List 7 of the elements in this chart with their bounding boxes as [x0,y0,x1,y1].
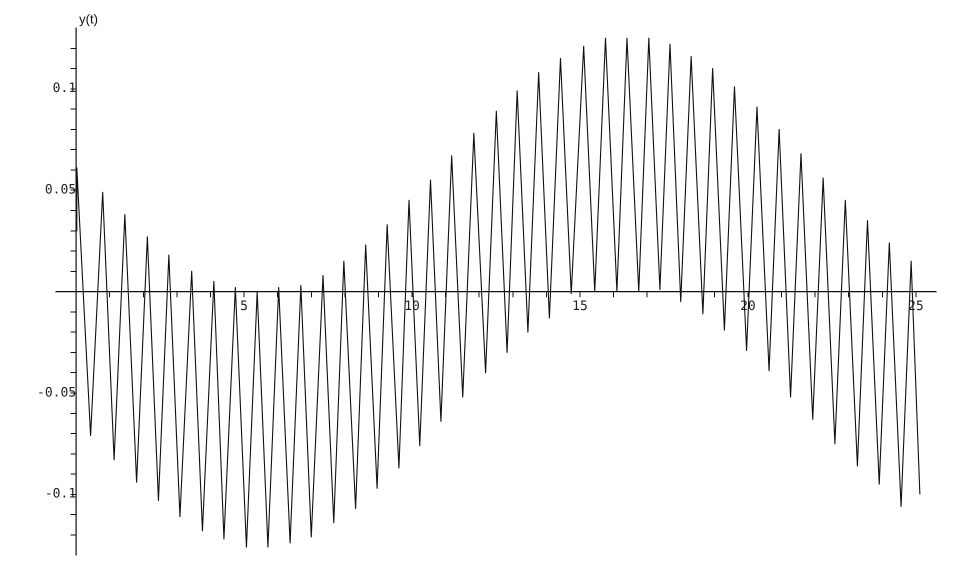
y-tick-label: 0.05 [44,182,76,198]
y-tick-label: 0.1 [52,81,76,96]
y-tick-label: -0.05 [37,385,76,400]
y-tick-label: -0.1 [44,486,76,502]
y-axis-title: y(t) [79,12,98,27]
x-tick-label: 15 [572,298,588,314]
x-tick-label: 5 [240,298,248,314]
